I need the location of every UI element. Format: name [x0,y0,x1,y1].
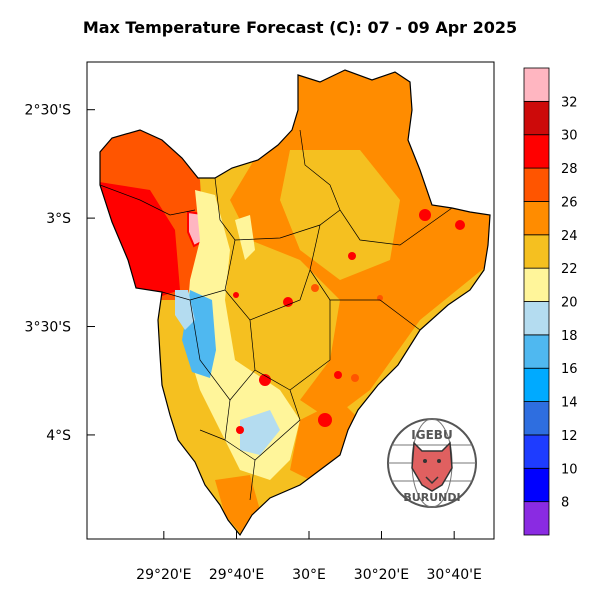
logo-top-text: IGEBU [411,428,452,442]
colorbar-swatch [523,501,550,536]
y-axis: 2°30'S 3°S 3°30'S 4°S [25,103,95,444]
x-tick-label: 29°40'E [209,567,264,583]
colorbar-label: 30 [561,129,578,144]
y-tick-label: 4°S [46,428,71,444]
colorbar-swatch [523,334,550,369]
colorbar: 8 10 12 14 16 18 20 22 24 26 28 30 32 [523,67,578,536]
y-tick-label: 2°30'S [25,103,72,119]
x-tick-label: 30°20'E [354,567,409,583]
colorbar-label: 14 [561,396,578,411]
colorbar-label: 16 [561,362,578,377]
colorbar-swatch [523,100,550,136]
map-title: Max Temperature Forecast (C): 07 - 09 Ap… [82,18,518,37]
y-tick-label: 3°S [46,211,71,227]
colorbar-swatch [523,201,550,236]
colorbar-swatch [523,67,550,102]
x-tick-label: 30°40'E [427,567,482,583]
colorbar-swatch [523,134,550,169]
igebu-logo: IGEBU BURUNDI [387,418,477,508]
colorbar-swatch [523,467,550,503]
colorbar-label: 20 [561,296,578,311]
colorbar-label: 10 [561,462,578,477]
colorbar-swatch [523,167,550,202]
colorbar-label: 32 [561,95,578,110]
colorbar-label: 28 [561,162,578,177]
colorbar-label: 24 [561,229,578,244]
colorbar-swatch [523,401,550,436]
colorbar-swatch [523,367,550,402]
colorbar-label: 12 [561,429,578,444]
x-tick-label: 29°20'E [136,567,191,583]
y-tick-label: 3°30'S [25,320,72,336]
leopard-face-icon [411,441,453,492]
colorbar-label: 26 [561,195,578,210]
x-tick-label: 30°E [292,567,326,583]
logo-bottom-text: BURUNDI [403,491,460,504]
colorbar-label: 18 [561,329,578,344]
colorbar-label: 22 [561,262,578,277]
colorbar-swatch [523,267,550,302]
colorbar-swatch [523,301,550,336]
colorbar-label: 8 [561,496,569,511]
x-axis: 29°20'E 29°40'E 30°E 30°20'E 30°40'E [136,531,482,583]
colorbar-swatch [523,234,550,269]
province-boundaries [99,129,453,501]
colorbar-swatch [523,434,550,469]
